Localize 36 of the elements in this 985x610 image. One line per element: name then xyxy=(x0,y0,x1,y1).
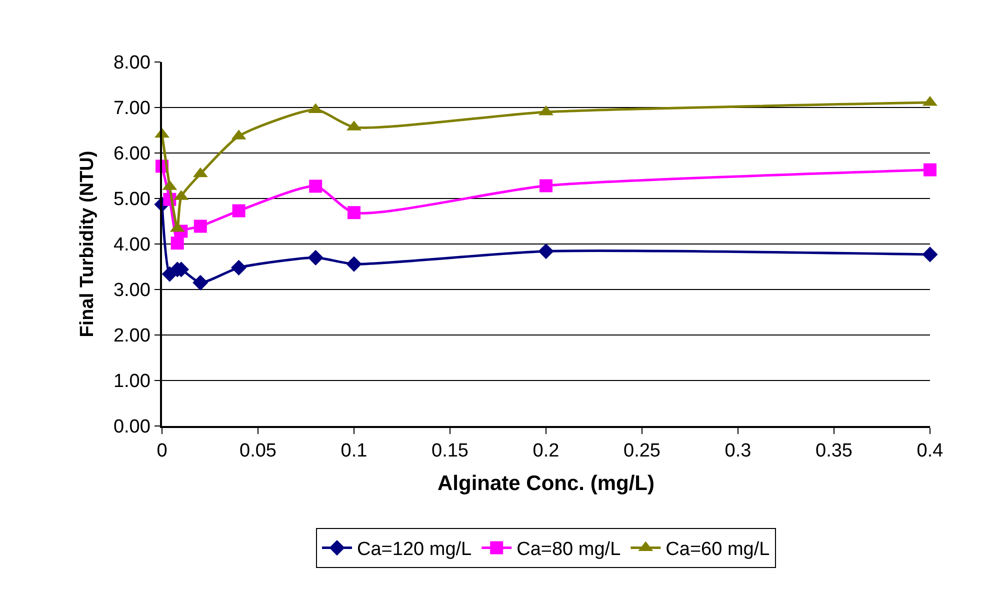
x-tick-label: 0.2 xyxy=(532,440,560,462)
point xyxy=(540,179,552,192)
point xyxy=(309,180,322,193)
point xyxy=(922,246,938,262)
y-tick-label: 6.00 xyxy=(113,144,150,165)
point xyxy=(346,256,362,272)
x-tick-label: 0.1 xyxy=(340,440,368,462)
y-axis-title: Final Turbidity (NTU) xyxy=(76,150,98,338)
legend-label: Ca=120 mg/L xyxy=(357,539,472,560)
x-tick-label: 0.3 xyxy=(724,440,752,462)
y-tick-label: 1.00 xyxy=(113,371,150,392)
point xyxy=(231,260,247,276)
x-tick-label: 0.4 xyxy=(916,440,944,462)
point xyxy=(232,204,246,218)
point xyxy=(538,243,554,260)
y-tick-label: 4.00 xyxy=(113,234,150,256)
x-tick-label: 0.35 xyxy=(816,440,852,462)
x-tick-label: 0.05 xyxy=(240,440,276,462)
y-tick-label: 2.00 xyxy=(113,326,150,347)
y-tick-label: 8.00 xyxy=(113,52,150,74)
point xyxy=(924,163,936,176)
x-tick-label: 0.25 xyxy=(624,440,660,462)
x-tick-label: 0.15 xyxy=(432,440,468,462)
x-axis-title: Alginate Conc. (mg/L) xyxy=(438,472,654,496)
point xyxy=(170,236,184,250)
y-tick-label: 5.00 xyxy=(113,189,150,210)
y-tick-label: 0.00 xyxy=(113,416,150,438)
y-tick-label: 7.00 xyxy=(113,98,150,120)
legend-label: Ca=60 mg/L xyxy=(666,539,770,560)
y-tick-label: 3.00 xyxy=(113,280,150,302)
point xyxy=(348,206,360,220)
x-tick-label: 0 xyxy=(156,440,168,462)
point xyxy=(194,220,207,233)
point xyxy=(308,250,324,266)
point xyxy=(192,274,208,290)
legend-label: Ca=80 mg/L xyxy=(516,539,621,560)
